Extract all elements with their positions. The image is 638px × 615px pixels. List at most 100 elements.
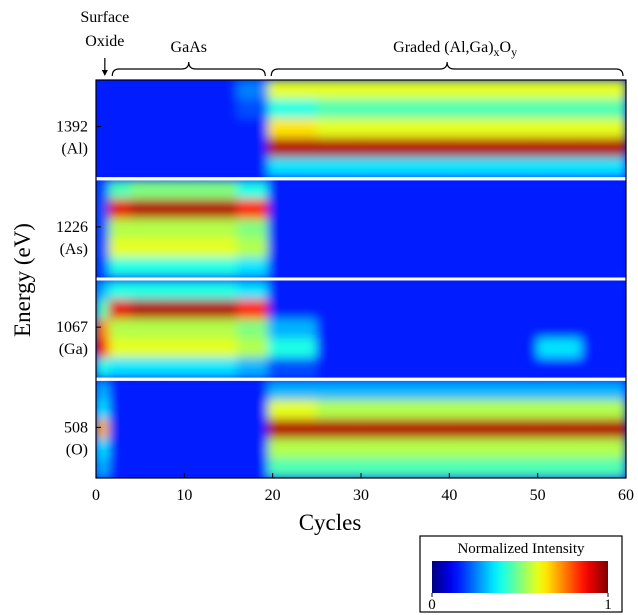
- heat-cell: [131, 238, 167, 258]
- heat-cell: [109, 258, 132, 278]
- heat-cell: [131, 99, 167, 119]
- heat-cell: [202, 199, 238, 219]
- heat-cell: [581, 238, 626, 258]
- heat-cell: [202, 380, 238, 400]
- heat-cell: [237, 138, 269, 158]
- heat-cell: [166, 180, 202, 200]
- heat-cell: [202, 238, 238, 258]
- heat-cell: [96, 338, 110, 358]
- heat-cell: [537, 358, 582, 378]
- heat-cell: [131, 118, 167, 138]
- heat-cell: [316, 299, 361, 319]
- heat-cell: [237, 358, 269, 378]
- x-tick-label: 60: [618, 487, 634, 504]
- heat-cell: [237, 219, 269, 239]
- brace: [112, 62, 265, 76]
- y-tick-label: 508: [64, 419, 88, 436]
- heat-cell: [449, 99, 538, 119]
- heat-cell: [202, 280, 238, 300]
- heat-cell: [96, 219, 110, 239]
- heat-cell: [316, 338, 361, 358]
- heat-cell: [131, 458, 167, 478]
- annotation-part: GaAs: [171, 39, 207, 56]
- annotation-sub: y: [511, 45, 517, 59]
- heat-cell: [166, 299, 202, 319]
- heat-cell: [361, 380, 450, 400]
- heat-cell: [237, 458, 269, 478]
- heat-cell: [449, 338, 538, 358]
- heat-cell: [361, 419, 450, 439]
- arrow-head: [102, 70, 108, 76]
- heat-cell: [581, 439, 626, 459]
- heat-cell: [109, 180, 132, 200]
- heat-cell: [537, 400, 582, 420]
- heat-cell: [581, 299, 626, 319]
- y-tick-sublabel: (Al): [61, 141, 88, 158]
- panel: [96, 280, 627, 378]
- heat-cell: [449, 439, 538, 459]
- heat-cell: [581, 118, 626, 138]
- y-tick-sublabel: (As): [60, 241, 88, 258]
- heat-cell: [449, 238, 538, 258]
- annotation-text: Graded (Al,Ga)xOy: [393, 39, 517, 59]
- heat-cell: [361, 358, 450, 378]
- heat-cell: [537, 99, 582, 119]
- heat-cell: [96, 358, 110, 378]
- heat-cell: [202, 138, 238, 158]
- heat-cell: [202, 258, 238, 278]
- heat-cell: [237, 439, 269, 459]
- heat-cell: [537, 258, 582, 278]
- heat-cell: [109, 118, 132, 138]
- heat-cell: [268, 319, 318, 339]
- heat-cell: [96, 180, 110, 200]
- heat-cell: [581, 99, 626, 119]
- colorbar-gradient: [432, 561, 608, 593]
- heat-cell: [166, 99, 202, 119]
- heat-cell: [202, 80, 238, 100]
- heat-cell: [316, 419, 361, 439]
- heat-cell: [268, 400, 318, 420]
- heat-cell: [166, 439, 202, 459]
- heat-cell: [268, 338, 318, 358]
- heat-cell: [96, 299, 110, 319]
- heat-cell: [202, 458, 238, 478]
- heat-cell: [166, 138, 202, 158]
- panel-cells: [96, 180, 627, 278]
- heat-cell: [449, 80, 538, 100]
- heat-cell: [449, 280, 538, 300]
- heat-cell: [361, 319, 450, 339]
- x-tick-label: 40: [441, 487, 457, 504]
- heat-cell: [316, 439, 361, 459]
- heat-cell: [361, 338, 450, 358]
- heat-cell: [537, 219, 582, 239]
- heat-cell: [449, 118, 538, 138]
- heat-cell: [268, 157, 318, 177]
- heat-cell: [537, 458, 582, 478]
- heat-cell: [96, 99, 110, 119]
- heat-cell: [109, 299, 132, 319]
- heat-cell: [581, 199, 626, 219]
- heat-cell: [268, 138, 318, 158]
- heat-cell: [166, 199, 202, 219]
- panel-cells: [96, 280, 627, 378]
- heat-cell: [202, 180, 238, 200]
- heat-cell: [537, 419, 582, 439]
- heat-cell: [131, 358, 167, 378]
- heat-cell: [109, 319, 132, 339]
- heat-cell: [109, 380, 132, 400]
- heat-cell: [237, 118, 269, 138]
- y-tick-sublabel: (O): [66, 441, 88, 458]
- heat-cell: [131, 80, 167, 100]
- heat-cell: [581, 258, 626, 278]
- heat-cell: [166, 118, 202, 138]
- heat-cell: [449, 358, 538, 378]
- heat-cell: [237, 180, 269, 200]
- panel-cells: [96, 80, 627, 178]
- heat-cell: [202, 439, 238, 459]
- heat-cell: [166, 400, 202, 420]
- heat-cell: [109, 358, 132, 378]
- heat-cell: [166, 338, 202, 358]
- heat-cell: [202, 99, 238, 119]
- heat-cell: [537, 118, 582, 138]
- heat-cell: [268, 280, 318, 300]
